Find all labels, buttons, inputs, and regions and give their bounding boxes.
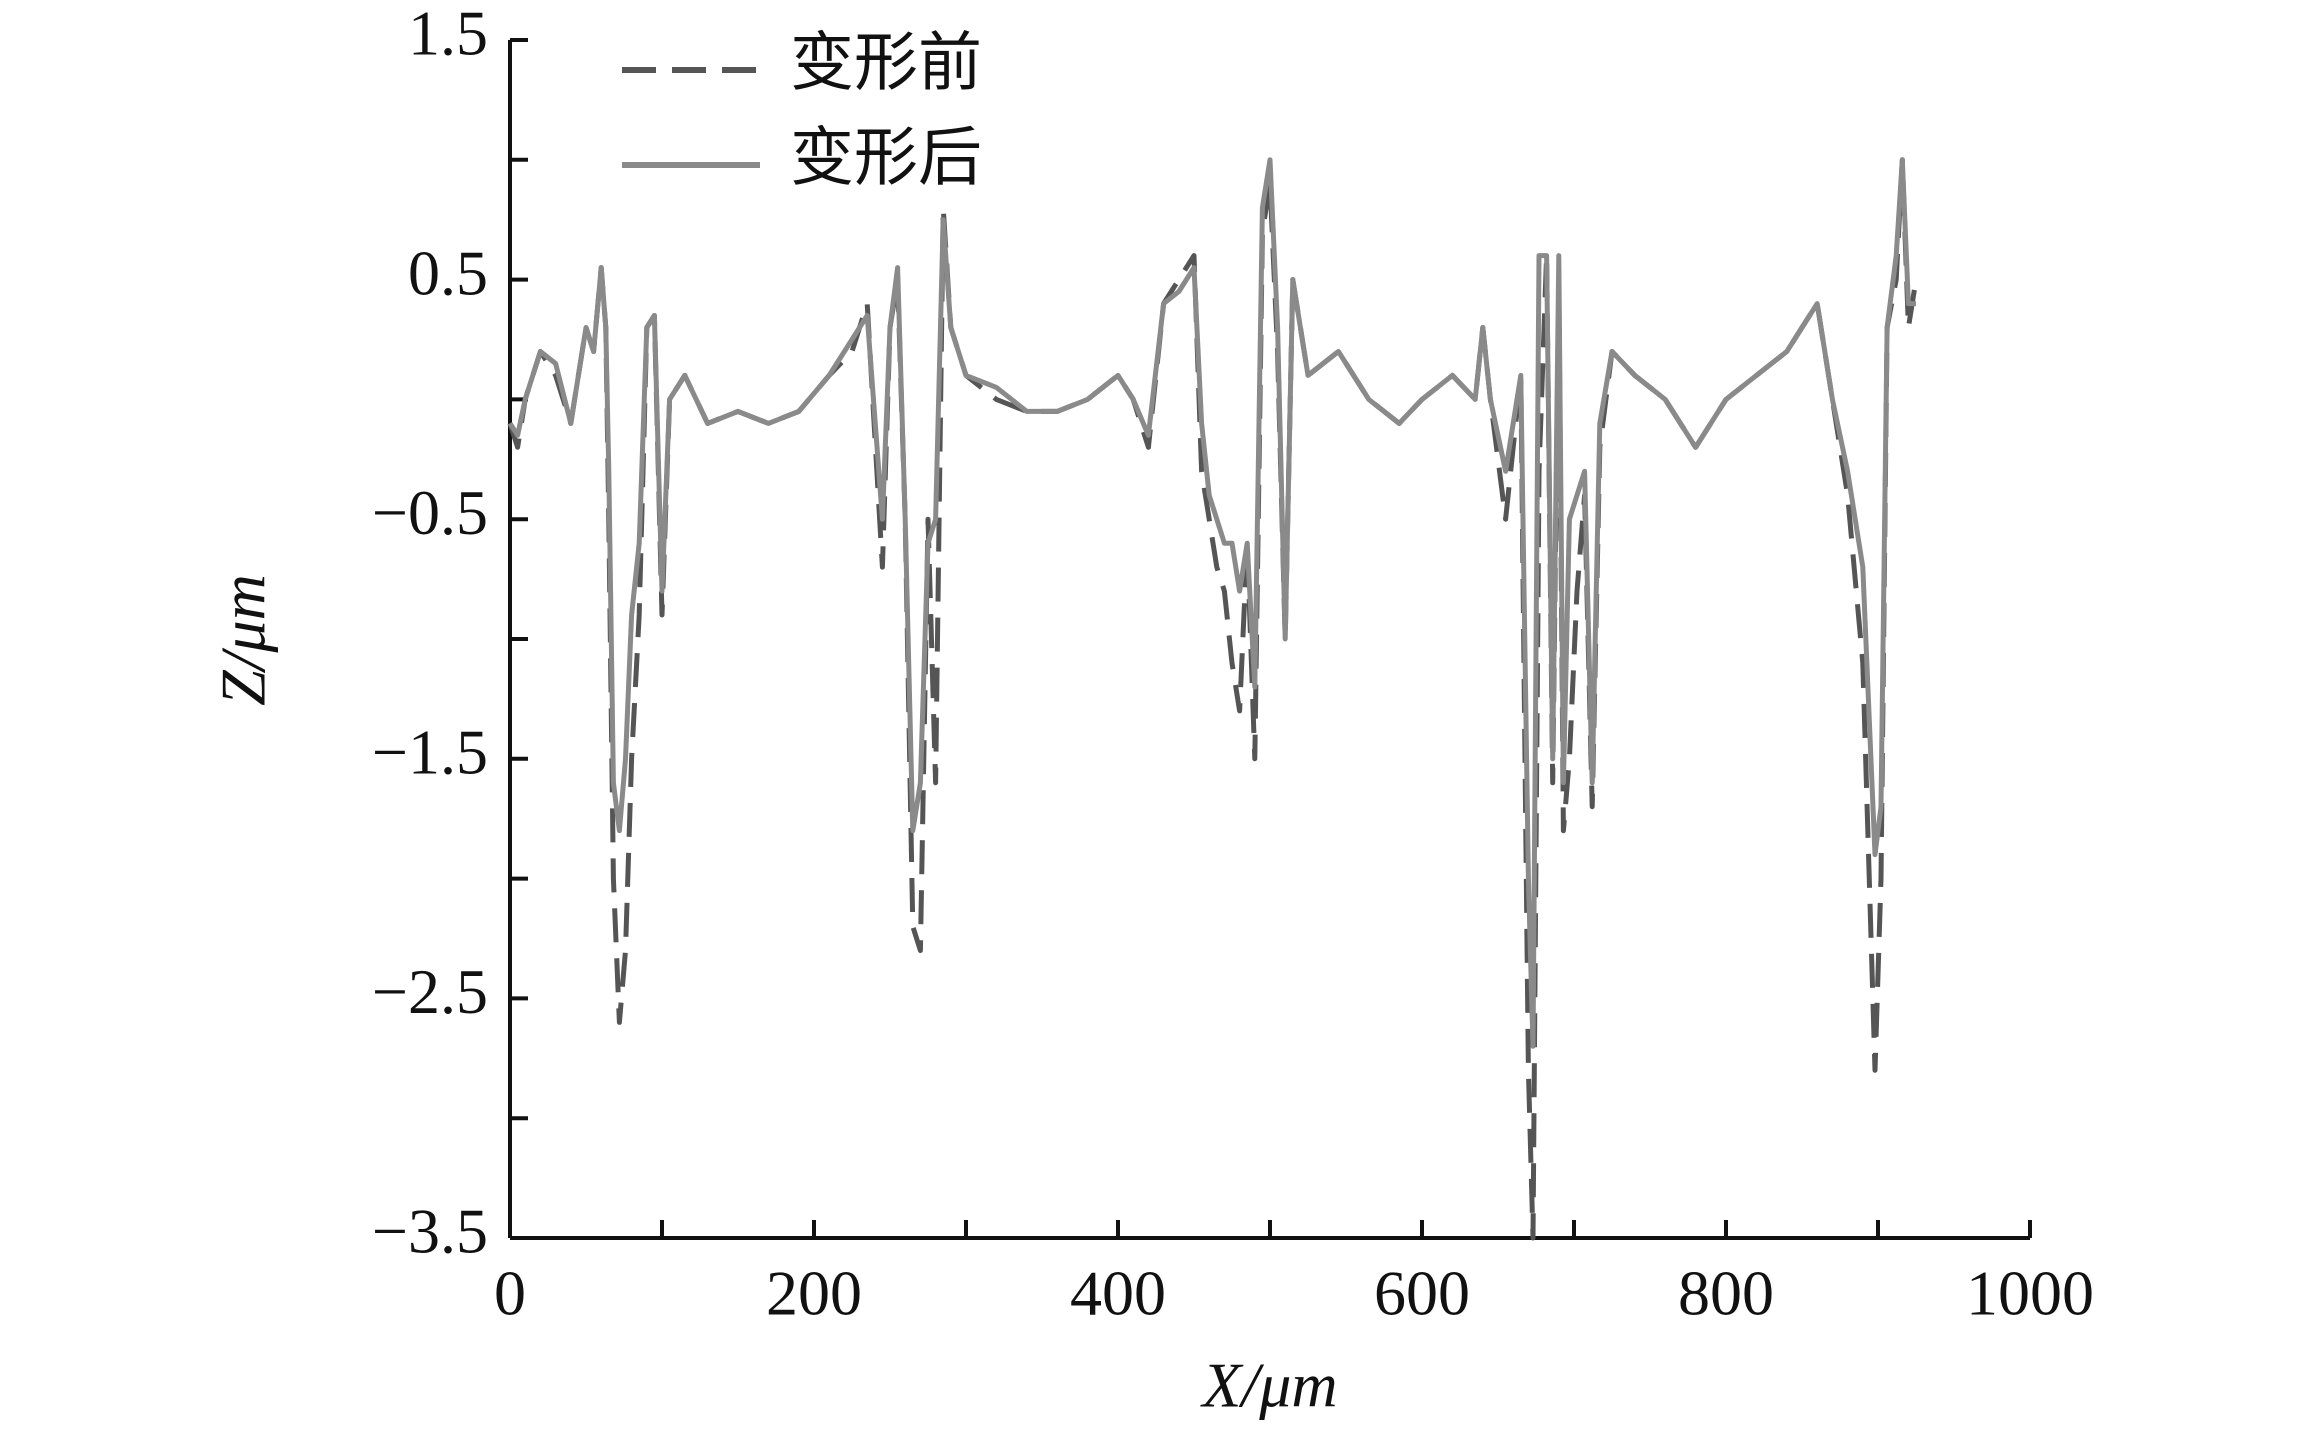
y-tick-label: −1.5 bbox=[372, 716, 488, 787]
y-tick-label: 1.5 bbox=[408, 0, 488, 69]
line-series bbox=[507, 157, 1919, 1241]
y-tick-label: −2.5 bbox=[372, 956, 488, 1027]
x-axis-title: X/μm bbox=[1199, 1350, 1337, 1421]
legend-label: 变形前 bbox=[790, 28, 982, 99]
y-axis-title: Z/μm bbox=[208, 574, 279, 706]
y-tick-label: −3.5 bbox=[372, 1196, 488, 1267]
legend-label: 变形后 bbox=[790, 123, 982, 194]
line-series bbox=[507, 157, 1916, 1049]
x-tick-label: 400 bbox=[1070, 1258, 1166, 1329]
x-tick-label: 1000 bbox=[1966, 1258, 2094, 1329]
x-tick-label: 600 bbox=[1374, 1258, 1470, 1329]
x-tick-label: 800 bbox=[1678, 1258, 1774, 1329]
y-tick-label: −0.5 bbox=[372, 477, 488, 548]
x-tick-label: 200 bbox=[766, 1258, 862, 1329]
x-tick-label: 0 bbox=[494, 1258, 526, 1329]
y-tick-label: 0.5 bbox=[408, 237, 488, 308]
